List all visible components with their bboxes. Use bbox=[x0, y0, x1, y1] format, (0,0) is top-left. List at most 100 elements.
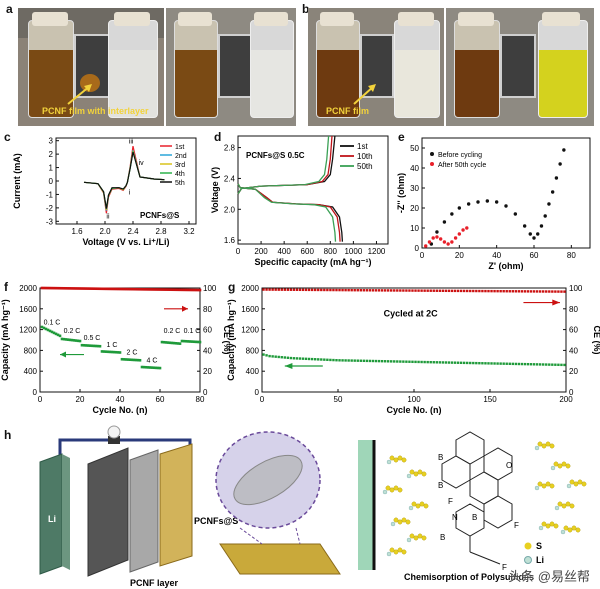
capacity-point bbox=[144, 365, 148, 369]
ce-point bbox=[74, 287, 78, 290]
ce-point bbox=[323, 288, 326, 292]
capacity-point bbox=[80, 343, 84, 347]
ce-point bbox=[405, 289, 408, 292]
nyquist-point-before-cycling bbox=[442, 220, 447, 224]
capacity-point bbox=[150, 366, 154, 369]
y2-tick-label: 20 bbox=[569, 367, 578, 376]
capacity-point bbox=[484, 362, 487, 365]
ce-point bbox=[438, 289, 442, 292]
ce-point bbox=[396, 289, 399, 292]
ce-point bbox=[420, 289, 423, 292]
capacity-point bbox=[176, 342, 180, 345]
capacity-point bbox=[323, 358, 326, 361]
ce-point bbox=[320, 288, 323, 292]
ce-point bbox=[60, 286, 64, 290]
ce-point bbox=[554, 290, 557, 293]
sulfur-atom bbox=[581, 481, 587, 487]
nyquist-point-before-cycling bbox=[532, 236, 536, 240]
capacity-point bbox=[429, 360, 432, 364]
ce-point bbox=[172, 288, 176, 292]
capacity-point bbox=[365, 359, 369, 363]
ce-point bbox=[356, 289, 359, 292]
rate-label: 0.1 C bbox=[184, 328, 201, 335]
chart-annotation: PCNFs@S bbox=[140, 211, 180, 220]
y2-tick-label: 40 bbox=[203, 346, 212, 355]
x-tick-label: 3.2 bbox=[183, 227, 195, 236]
capacity-point bbox=[420, 360, 423, 364]
capacity-point bbox=[122, 358, 126, 361]
ce-point bbox=[341, 288, 344, 292]
capacity-point bbox=[54, 332, 58, 336]
ce-point bbox=[110, 287, 114, 291]
ce-point bbox=[393, 289, 396, 292]
x-tick-label: 2.4 bbox=[127, 227, 139, 236]
voltage-series-10th bbox=[237, 183, 341, 242]
capacity-point bbox=[74, 339, 78, 342]
schematic-h: Li PCNF layer PCNFs@S B O B F N B B F F … bbox=[39, 425, 587, 588]
ce-point bbox=[70, 287, 74, 290]
capacity-point bbox=[344, 359, 347, 362]
ce-point bbox=[152, 288, 156, 291]
capacity-point bbox=[438, 361, 442, 364]
ce-point bbox=[493, 289, 496, 293]
sulfur-atom bbox=[565, 463, 571, 469]
capacity-point bbox=[526, 362, 530, 366]
capacity-point bbox=[132, 358, 136, 362]
y-tick-label: -3 bbox=[46, 217, 54, 226]
capacity-point bbox=[60, 337, 64, 341]
ce-point bbox=[268, 288, 271, 291]
capacity-point bbox=[110, 350, 114, 354]
ce-point bbox=[329, 288, 332, 292]
plot-frame bbox=[421, 137, 591, 249]
x-tick-label: 1200 bbox=[368, 247, 386, 256]
nyquist-point-before-cycling bbox=[550, 190, 555, 194]
ce-point bbox=[132, 287, 136, 291]
capacity-point bbox=[469, 361, 472, 365]
capacity-point bbox=[478, 361, 481, 365]
ce-point bbox=[307, 288, 311, 292]
capacity-point bbox=[326, 358, 329, 361]
y-tick-label: -2 bbox=[46, 204, 54, 213]
ce-arrow-head bbox=[182, 305, 188, 312]
nyquist-point-after-50th-cycle bbox=[438, 237, 443, 241]
lithium-atom bbox=[554, 505, 560, 511]
capacity-point bbox=[435, 361, 438, 364]
ce-point bbox=[444, 289, 448, 293]
atom-b-3: B bbox=[472, 513, 477, 522]
capacity-point bbox=[72, 339, 76, 342]
ce-point bbox=[426, 289, 429, 292]
y-tick-label: 20 bbox=[410, 204, 419, 213]
ce-point bbox=[162, 288, 166, 291]
x-tick-label: 800 bbox=[324, 247, 338, 256]
ce-point bbox=[144, 288, 148, 291]
nyquist-point-before-cycling bbox=[554, 176, 559, 180]
peak-label-i: i bbox=[129, 189, 131, 196]
capacity-point bbox=[271, 355, 274, 358]
ce-point bbox=[511, 290, 514, 293]
ce-point bbox=[274, 288, 277, 291]
x-tick-label: 20 bbox=[455, 251, 464, 260]
ce-point bbox=[359, 289, 362, 292]
sulfur-atom bbox=[421, 471, 427, 477]
sulfur-atom bbox=[573, 481, 579, 487]
ce-point bbox=[453, 289, 457, 293]
capacity-point bbox=[90, 344, 94, 348]
y-tick-label: 0 bbox=[415, 244, 420, 253]
y-tick-label: 2 bbox=[49, 150, 54, 159]
y2-tick-label: 80 bbox=[203, 305, 212, 314]
capacity-point bbox=[142, 365, 146, 369]
x-axis-label: Voltage (V vs. Li⁺/Li) bbox=[82, 237, 169, 247]
nyquist-point-after-50th-cycle bbox=[446, 242, 450, 246]
sulfur-atom bbox=[557, 501, 563, 507]
capacity-point bbox=[112, 350, 116, 354]
capacity-point bbox=[310, 357, 314, 361]
sulfur-atom bbox=[545, 523, 551, 529]
ce-point bbox=[280, 288, 283, 291]
x-tick-label: 80 bbox=[567, 251, 576, 260]
cv-series-4th bbox=[83, 151, 165, 210]
atom-b-4: B bbox=[440, 533, 445, 542]
interface-bar bbox=[358, 440, 374, 570]
rate-label: 1 C bbox=[107, 342, 118, 349]
ce-point bbox=[54, 286, 58, 290]
ce-point bbox=[286, 288, 290, 291]
